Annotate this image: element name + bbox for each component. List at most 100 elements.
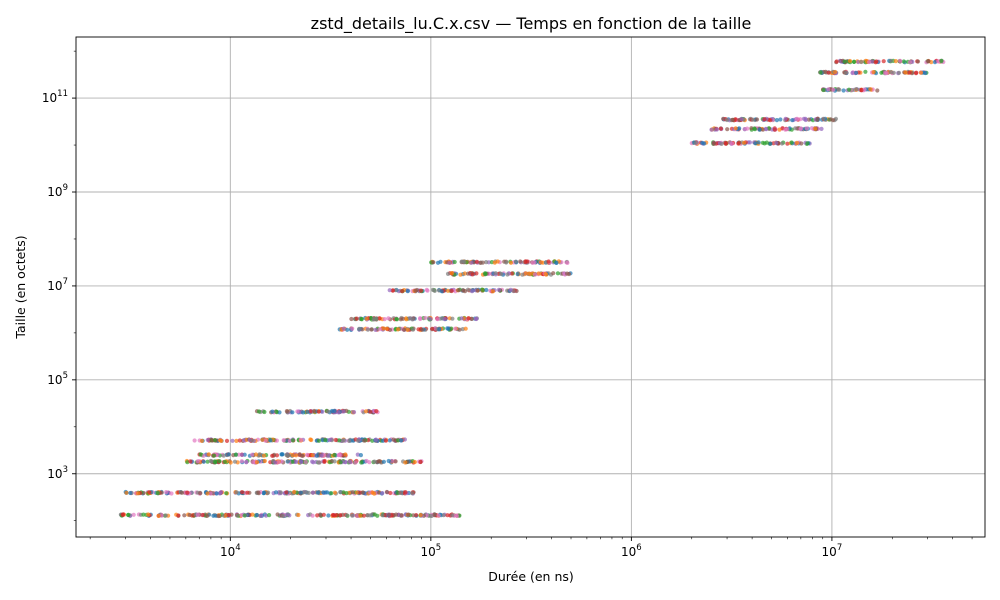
scatter-point-1222 (413, 288, 418, 293)
scatter-point-1530 (737, 126, 742, 131)
scatter-point-672 (236, 452, 241, 457)
scatter-point-1477 (700, 140, 705, 145)
scatter-point-1035 (381, 326, 386, 331)
x-axis-ticks: 104 105 106 107 (89, 537, 973, 559)
scatter-point-680 (212, 453, 217, 458)
scatter-point-855 (383, 438, 388, 443)
scatter-point-1042 (373, 327, 378, 332)
scatter-point-1339 (518, 259, 523, 264)
scatter-point-692 (240, 452, 245, 457)
scatter-point-668 (343, 452, 348, 457)
scatter-point-555 (381, 459, 386, 464)
scatter-point-179 (394, 512, 399, 517)
scatter-point-1287 (523, 271, 528, 276)
scatter-point-1177 (405, 289, 410, 294)
scatter-point-1437 (785, 141, 790, 146)
scatter-point-1115 (394, 316, 399, 322)
y-tick-label-3: 109 (47, 183, 68, 199)
scatter-point-418 (315, 490, 320, 495)
scatter-point-1226 (418, 288, 424, 293)
scatter-point-398 (384, 489, 389, 495)
scatter-point-193 (399, 513, 404, 518)
scatter-point-1564 (757, 127, 762, 132)
scatter-point-956 (316, 409, 321, 414)
scatter-point-1402 (462, 260, 467, 265)
scatter-point-221 (380, 513, 385, 518)
scatter-point-1740 (871, 70, 876, 75)
scatter-point-1212 (387, 288, 392, 293)
scatter-point-840 (387, 438, 392, 443)
scatter-point-1569 (783, 127, 788, 132)
scatter-point-868 (290, 438, 295, 443)
y-tick-label-4: 1011 (42, 89, 68, 105)
scatter-point-1408 (546, 259, 551, 264)
scatter-point-1689 (837, 87, 842, 92)
scatter-point-1403 (435, 260, 441, 265)
y-axis-ticks: 103 105 107 109 1011 (42, 50, 76, 522)
scatter-point-757 (224, 438, 230, 443)
scatter-point-933 (368, 409, 373, 414)
scatter-point-214 (432, 512, 437, 517)
scatter-point-584 (298, 460, 304, 465)
scatter-point-1631 (821, 116, 826, 121)
scatter-point-1752 (907, 70, 912, 75)
scatter-point-1481 (693, 140, 699, 145)
scatter-point-32 (182, 513, 187, 518)
scatter-point-426 (179, 490, 184, 495)
scatter-point-1022 (446, 326, 451, 331)
scatter-point-195 (454, 513, 459, 518)
scatter-point-169 (450, 513, 455, 518)
scatter-point-1311 (543, 271, 548, 276)
scatter-point-1130 (459, 316, 464, 321)
scatter-point-1021 (345, 327, 350, 332)
scatter-point-1263 (515, 272, 520, 277)
scatter-point-437 (344, 491, 349, 496)
scatter-point-1836 (873, 60, 878, 65)
scatter-point-158 (321, 512, 326, 517)
scatter-point-222 (418, 512, 423, 518)
scatter-point-1267 (509, 271, 515, 276)
scatter-point-864 (217, 438, 223, 443)
x-tick-label-0: 104 (220, 543, 241, 559)
scatter-point-605 (376, 459, 381, 464)
scatter-point-636 (355, 452, 360, 457)
scatter-point-1748 (879, 70, 884, 75)
scatter-point-443 (310, 490, 316, 495)
scatter-point-866 (337, 438, 342, 443)
scatter-point-177 (310, 513, 315, 518)
scatter-point-1224 (456, 288, 461, 293)
scatter-point-217 (226, 512, 231, 518)
scatter-point-1132 (450, 316, 455, 321)
scatter-point-234 (285, 512, 290, 517)
scatter-point-1638 (783, 116, 788, 121)
scatter-point-1391 (504, 260, 509, 265)
scatter-point-572 (343, 460, 348, 465)
scatter-point-91 (131, 512, 136, 517)
grid-lines (76, 37, 985, 537)
scatter-point-585 (222, 459, 227, 464)
scatter-point-1761 (888, 69, 894, 75)
scatter-point-1294 (465, 271, 471, 276)
scatter-point-377 (205, 491, 210, 496)
scatter-point-528 (364, 458, 369, 464)
scatter-point-1639 (798, 117, 803, 122)
scatter-point-168 (141, 512, 146, 517)
scatter-point-1757 (884, 71, 889, 76)
scatter-point-1400 (538, 260, 544, 265)
scatter-point-592 (201, 459, 206, 464)
scatter-point-860 (373, 437, 378, 442)
scatter-point-1566 (764, 127, 769, 132)
scatter-point-401 (198, 491, 203, 496)
scatter-point-844 (362, 438, 367, 443)
scatter-point-436 (410, 491, 415, 496)
scatter-point-1544 (793, 126, 798, 131)
scatter-point-596 (403, 460, 408, 465)
scatter-point-435 (234, 490, 239, 495)
scatter-point-1225 (508, 287, 513, 292)
scatter-point-1682 (841, 88, 846, 93)
scatter-point-715 (257, 452, 262, 457)
scatter-point-830 (260, 437, 265, 442)
scatter-point-1181 (481, 288, 486, 293)
scatter-point-556 (285, 459, 290, 464)
scatter-point-175 (126, 512, 131, 518)
